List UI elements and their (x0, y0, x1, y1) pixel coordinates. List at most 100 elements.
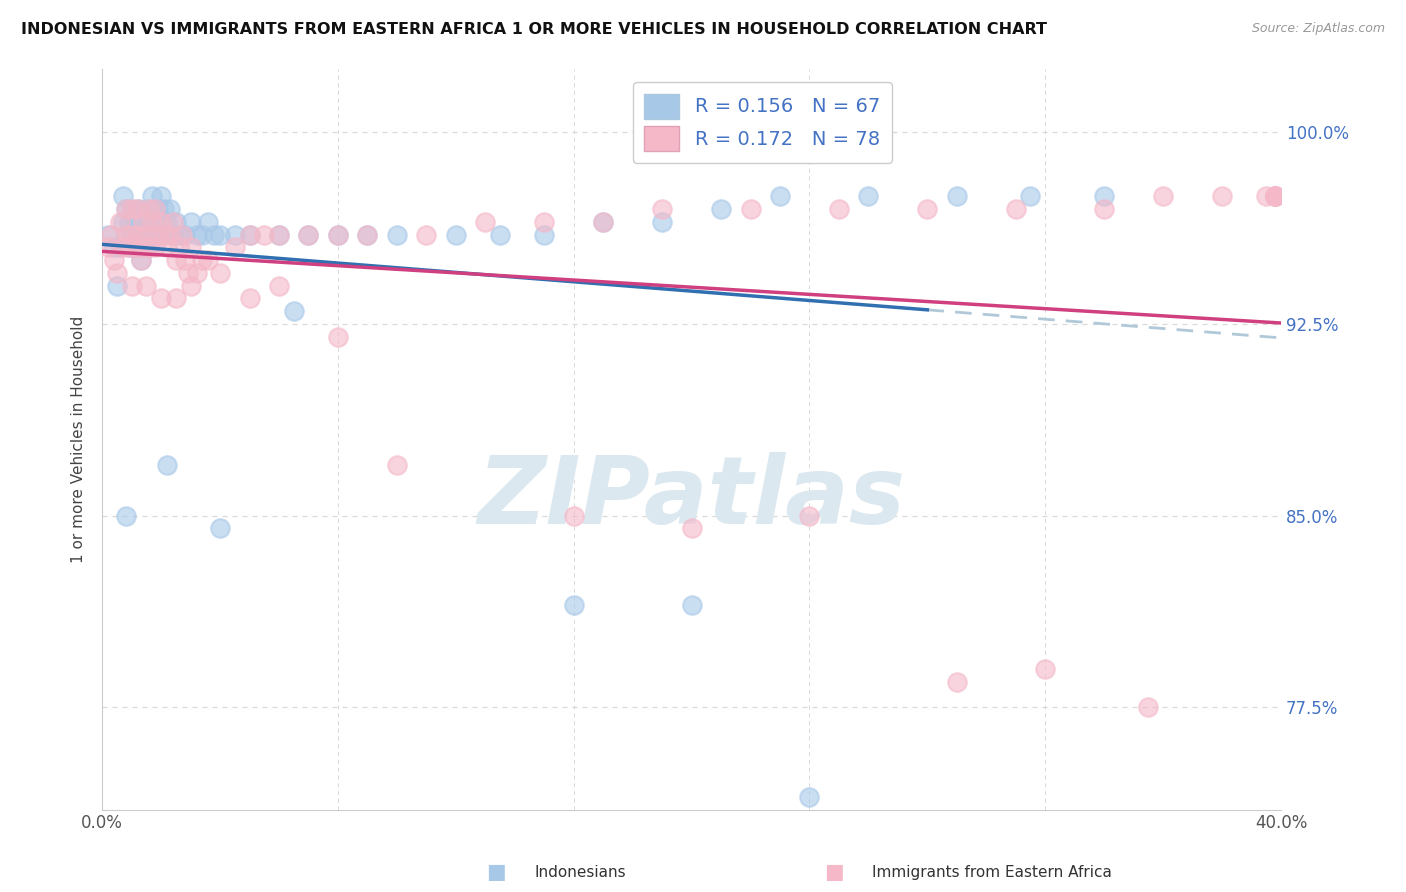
Point (176, 266, 198, 280)
Point (135, 202, 157, 216)
Point (562, 598, 585, 612)
Legend: R = 0.156   N = 67, R = 0.172   N = 78: R = 0.156 N = 67, R = 0.172 N = 78 (633, 82, 891, 163)
Point (143, 215, 166, 229)
Point (132, 240, 155, 254)
Text: INDONESIAN VS IMMIGRANTS FROM EASTERN AFRICA 1 OR MORE VEHICLES IN HOUSEHOLD COR: INDONESIAN VS IMMIGRANTS FROM EASTERN AF… (21, 22, 1047, 37)
Point (946, 189, 969, 203)
Point (283, 304, 305, 318)
Point (326, 227, 349, 242)
Point (150, 292, 173, 306)
Point (592, 215, 614, 229)
Point (156, 215, 179, 229)
Point (173, 227, 195, 242)
Point (124, 240, 146, 254)
Point (121, 227, 143, 242)
Point (444, 227, 467, 242)
Point (326, 227, 349, 242)
Point (651, 202, 673, 216)
Point (111, 240, 134, 254)
Point (127, 202, 149, 216)
Point (740, 202, 762, 216)
Point (165, 215, 187, 229)
Point (474, 215, 496, 229)
Point (946, 674, 969, 689)
Point (118, 240, 141, 254)
Point (162, 215, 184, 229)
Point (105, 278, 128, 293)
Point (1152, 189, 1174, 203)
Point (828, 202, 851, 216)
Point (127, 202, 149, 216)
Point (209, 266, 232, 280)
Point (118, 240, 141, 254)
Point (415, 227, 437, 242)
Point (186, 227, 208, 242)
Point (1019, 189, 1042, 203)
Y-axis label: 1 or more Vehicles in Household: 1 or more Vehicles in Household (72, 316, 86, 563)
Point (153, 202, 176, 216)
Point (114, 202, 136, 216)
Point (267, 278, 290, 293)
Point (127, 227, 149, 242)
Point (129, 215, 152, 229)
Point (132, 240, 155, 254)
Point (1211, 189, 1233, 203)
Point (191, 227, 214, 242)
Point (124, 215, 146, 229)
Point (132, 215, 155, 229)
Point (681, 598, 703, 612)
Point (114, 227, 136, 242)
Point (129, 253, 152, 268)
Point (385, 227, 408, 242)
Text: ■: ■ (824, 863, 844, 882)
Point (1256, 189, 1278, 203)
Point (769, 189, 792, 203)
Point (138, 240, 160, 254)
Point (533, 227, 555, 242)
Point (917, 202, 939, 216)
Point (197, 215, 219, 229)
Text: ZIPatlas: ZIPatlas (478, 452, 905, 544)
Point (224, 227, 246, 242)
Point (202, 227, 225, 242)
Point (173, 253, 195, 268)
Point (180, 215, 202, 229)
Point (150, 227, 173, 242)
Point (153, 227, 176, 242)
Point (710, 202, 733, 216)
Point (1264, 189, 1286, 203)
Point (326, 330, 349, 344)
Point (141, 189, 163, 203)
Point (159, 202, 181, 216)
Point (138, 215, 160, 229)
Text: Indonesians: Indonesians (534, 865, 626, 880)
Point (186, 266, 208, 280)
Point (148, 227, 170, 242)
Point (385, 458, 408, 472)
Point (165, 292, 187, 306)
Point (180, 278, 202, 293)
Point (267, 227, 290, 242)
Point (100, 227, 122, 242)
Point (562, 508, 585, 523)
Point (156, 240, 179, 254)
Point (108, 215, 131, 229)
Point (356, 227, 378, 242)
Point (150, 189, 173, 203)
Point (114, 508, 136, 523)
Text: ■: ■ (486, 863, 506, 882)
Point (592, 215, 614, 229)
Point (238, 227, 260, 242)
Point (141, 227, 163, 242)
Point (103, 240, 125, 254)
Point (356, 227, 378, 242)
Point (121, 202, 143, 216)
Point (111, 215, 134, 229)
Point (224, 240, 246, 254)
Point (799, 789, 821, 804)
Point (150, 215, 173, 229)
Point (165, 253, 187, 268)
Point (209, 521, 232, 535)
Point (238, 227, 260, 242)
Point (143, 240, 166, 254)
